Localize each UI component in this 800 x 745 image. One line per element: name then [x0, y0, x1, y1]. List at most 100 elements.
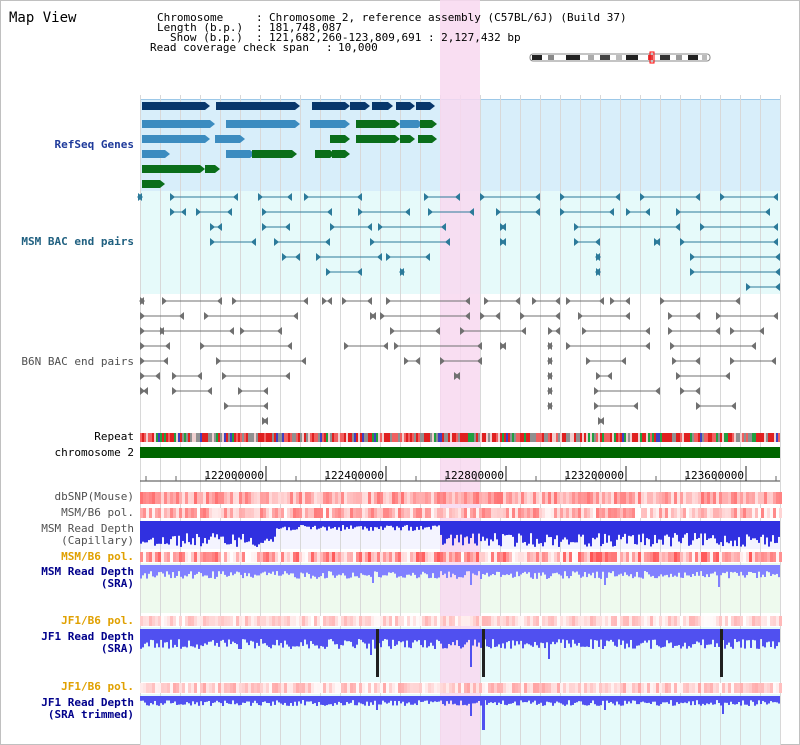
jf1-depth-sra-bar	[188, 629, 190, 641]
jf1-b6-pol2-cell	[482, 683, 485, 693]
jf1-depth-trim-bar	[316, 696, 318, 706]
jf1-depth-sra-bar	[676, 629, 678, 646]
jf1-depth-trim-bar	[754, 696, 756, 706]
jf1-depth-sra-bar	[274, 629, 276, 646]
repeat-segment	[356, 433, 358, 442]
track-label-jf1-b6-pol[interactable]: JF1/B6 pol.	[61, 614, 134, 627]
msm-b6-pol2-cell	[296, 552, 299, 562]
jf1-depth-trim-bar	[702, 696, 704, 704]
msm-depth-capillary-bar	[736, 521, 738, 547]
repeat-segment	[744, 433, 746, 442]
track-label-msm-depth-capillary[interactable]: MSM Read Depth	[41, 522, 134, 535]
jf1-b6-pol2-cell	[407, 683, 410, 693]
jf1-depth-trim-bar	[308, 696, 310, 702]
jf1-depth-trim-bar	[232, 696, 234, 701]
b6n-bac-end	[484, 297, 489, 305]
jf1-depth-sra-bar	[206, 629, 208, 645]
track-label-jf1-depth-sra[interactable]: JF1 Read Depth	[41, 630, 134, 643]
jf1-b6-pol-cell	[527, 616, 530, 626]
msm-depth-sra-bar	[668, 565, 670, 578]
msm-bac-end	[378, 223, 383, 231]
jf1-b6-pol-cell	[617, 616, 620, 626]
jf1-depth-sra-bar	[144, 629, 146, 644]
msm-depth-sra-bar	[772, 565, 774, 575]
msm-b6-pol2-cell	[545, 552, 548, 562]
jf1-b6-pol-cell	[560, 616, 563, 626]
jf1-depth-trim-bar	[392, 696, 394, 706]
ideogram-band	[702, 55, 707, 60]
jf1-depth-trim-bar	[594, 696, 596, 705]
jf1-depth-sra-bar	[214, 629, 216, 646]
msm-depth-sra-bar	[736, 565, 738, 574]
jf1-depth-trim-bar	[586, 696, 588, 706]
jf1-depth-trim-bar	[564, 696, 566, 706]
track-label-chromosome[interactable]: chromosome 2	[54, 446, 134, 459]
msm-depth-sra-bar	[698, 565, 700, 576]
msm-depth-sra-bar	[614, 565, 616, 577]
track-label-msm-b6-pol[interactable]: MSM/B6 pol.	[61, 506, 134, 519]
track-label-refseq[interactable]: RefSeq Genes	[54, 138, 134, 151]
jf1-depth-sra-bar	[582, 629, 584, 647]
msm-depth-sra-bar	[212, 565, 214, 572]
repeat-segment	[732, 433, 734, 442]
jf1-b6-pol2-cell	[761, 683, 764, 693]
msm-b6-pol-cell	[566, 508, 569, 518]
jf1-depth-sra-bar	[526, 629, 528, 644]
jf1-b6-pol-cell	[506, 616, 509, 626]
jf1-depth-trim-bar	[352, 696, 354, 701]
msm-b6-pol-cell	[584, 508, 587, 518]
jf1-depth-trim-bar	[508, 696, 510, 704]
jf1-depth-trim-bar	[680, 696, 682, 703]
jf1-b6-pol-cell	[167, 616, 170, 626]
jf1-b6-pol-cell	[524, 616, 527, 626]
track-label-jf1-b6-pol-2[interactable]: JF1/B6 pol.	[61, 680, 134, 693]
msm-b6-pol2-cell	[257, 552, 260, 562]
msm-depth-capillary-bar	[418, 521, 420, 530]
track-label-b6n-bac[interactable]: B6N BAC end pairs	[21, 355, 134, 368]
repeat-segment	[408, 433, 410, 442]
jf1-depth-sra-bar	[212, 629, 214, 641]
jf1-depth-sra-bar	[426, 629, 428, 648]
msm-b6-pol-cell	[365, 508, 368, 518]
dbsnp-cell	[623, 492, 626, 504]
repeat-segment	[516, 433, 518, 442]
msm-depth-sra-bar	[618, 565, 620, 575]
dbsnp-cell	[242, 492, 245, 504]
dbsnp-cell	[335, 492, 338, 504]
jf1-b6-pol2-cell	[248, 683, 251, 693]
track-label-msm-depth-sra[interactable]: MSM Read Depth	[41, 565, 134, 578]
track-label-dbsnp[interactable]: dbSNP(Mouse)	[54, 490, 134, 503]
msm-depth-sra-bar	[630, 565, 632, 575]
msm-depth-capillary-bar	[322, 521, 324, 527]
msm-b6-pol2-cell	[392, 552, 395, 562]
msm-b6-pol-cell	[248, 508, 251, 518]
msm-b6-pol2-cell	[320, 552, 323, 562]
jf1-depth-sra-bar	[356, 629, 358, 645]
dbsnp-cell	[188, 492, 191, 504]
repeat-segment	[174, 433, 176, 442]
track-label-msm-bac[interactable]: MSM BAC end pairs	[21, 235, 134, 248]
jf1-b6-pol2-cell	[674, 683, 677, 693]
msm-bac-end	[370, 238, 375, 246]
dbsnp-cell	[206, 492, 209, 504]
dbsnp-cell	[323, 492, 326, 504]
msm-depth-capillary-bar	[172, 521, 174, 537]
jf1-b6-pol2-cell	[179, 683, 182, 693]
msm-depth-capillary-bar	[202, 521, 204, 544]
repeat-segment	[660, 433, 662, 442]
track-label-jf1-depth-trimmed[interactable]: JF1 Read Depth	[41, 696, 134, 709]
jf1-b6-pol2-cell	[314, 683, 317, 693]
msm-depth-sra-bar	[428, 565, 430, 579]
msm-depth-capillary-bar	[686, 521, 688, 534]
jf1-depth-trim-bar	[580, 696, 582, 702]
repeat-segment	[616, 433, 618, 442]
msm-depth-capillary-bar	[158, 521, 160, 544]
repeat-segment	[428, 433, 430, 442]
track-label-repeat[interactable]: Repeat	[94, 430, 134, 443]
msm-depth-capillary-bar	[366, 521, 368, 529]
jf1-b6-pol2-cell	[557, 683, 560, 693]
track-label-msm-b6-pol-2[interactable]: MSM/B6 pol.	[61, 550, 134, 563]
msm-bac-end	[386, 253, 391, 261]
repeat-segment	[262, 433, 264, 442]
